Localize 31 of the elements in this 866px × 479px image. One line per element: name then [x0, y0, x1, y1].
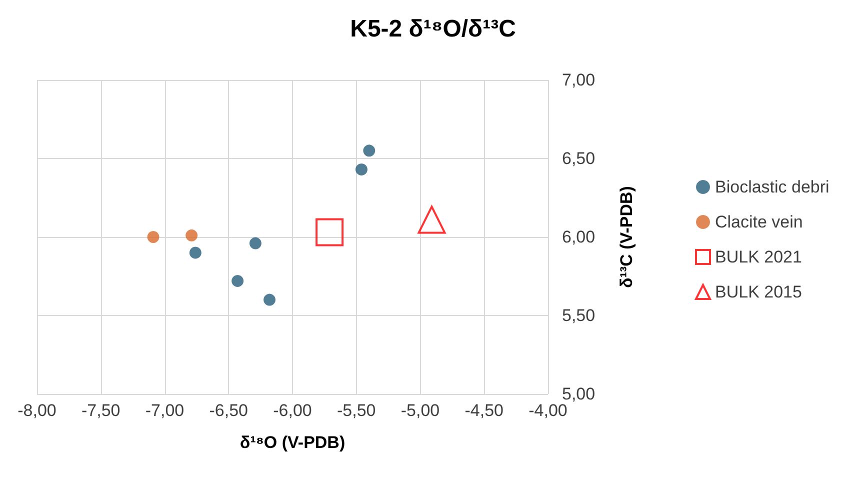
- point: [147, 231, 160, 243]
- x-tick-label: -4,00: [528, 401, 568, 420]
- point: [232, 274, 244, 287]
- legend-label: Bioclastic debri: [715, 178, 830, 196]
- x-tick-label: -5,00: [400, 401, 440, 420]
- point: [316, 218, 344, 246]
- x-tick-label: -8,00: [18, 401, 56, 420]
- x-tick-label: -7,50: [82, 401, 120, 420]
- x-tick-label: -4,50: [464, 401, 504, 420]
- point: [249, 237, 262, 250]
- x-axis-title: δ¹⁸O (V-PDB): [240, 433, 346, 452]
- legend-label: Clacite vein: [715, 212, 803, 232]
- point: [264, 294, 276, 306]
- y-tick-label: 5,50: [562, 306, 596, 325]
- point: [418, 206, 446, 234]
- y-tick-label: 6,50: [562, 149, 596, 168]
- x-tick-label: -6,50: [209, 401, 248, 420]
- x-tick-label: -6,00: [273, 401, 312, 420]
- x-tick-label: -7,00: [145, 401, 184, 420]
- y-tick-label: 7,00: [562, 70, 596, 90]
- legend-label: BULK 2015: [715, 282, 802, 302]
- point: [186, 229, 198, 242]
- legend-label: BULK 2021: [715, 248, 802, 266]
- point: [355, 163, 368, 176]
- chart-title: K5-2 δ¹⁸O/δ¹³C: [350, 16, 516, 42]
- point: [189, 246, 202, 259]
- point: [363, 144, 376, 157]
- y-axis-title: δ¹³C (V-PDB): [617, 186, 636, 288]
- y-tick-label: 6,00: [562, 228, 596, 246]
- x-tick-label: -5,50: [337, 401, 376, 420]
- y-tick-label: 5,00: [562, 384, 596, 404]
